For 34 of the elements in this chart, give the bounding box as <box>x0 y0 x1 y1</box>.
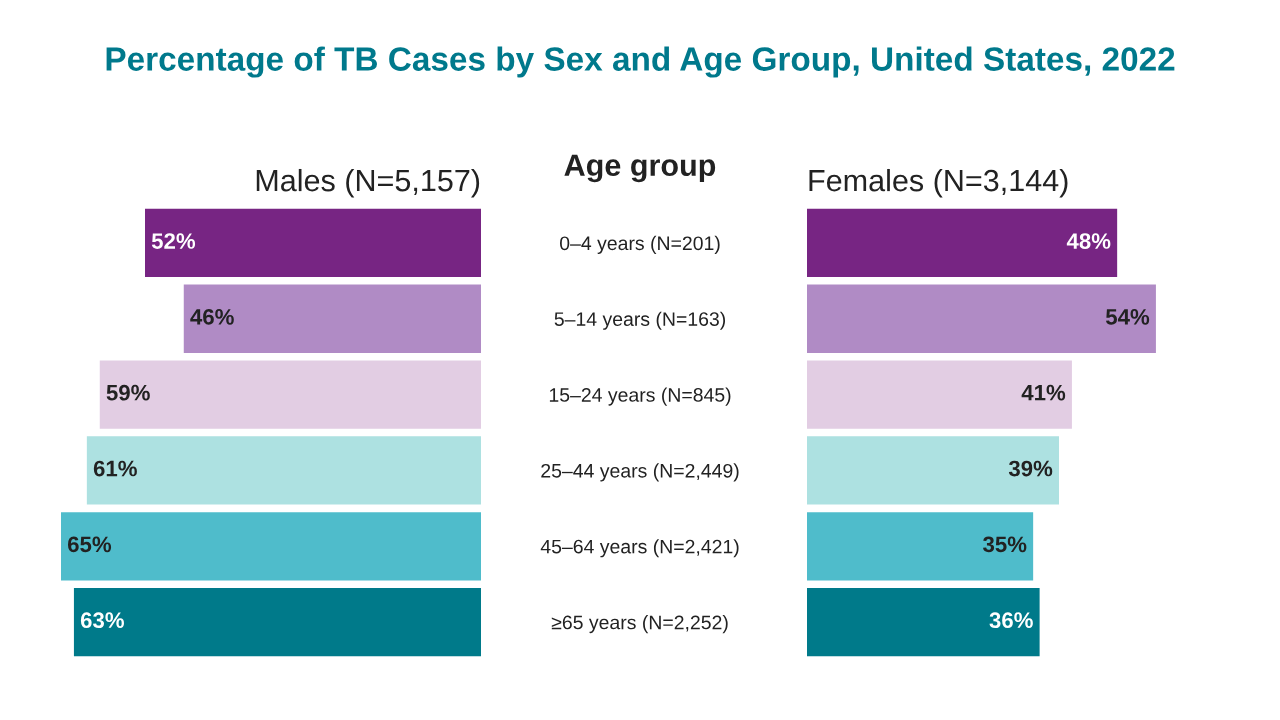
y-tick-label: 45–64 years (N=2,421) <box>540 539 739 558</box>
data-label: 48% <box>1066 233 1111 249</box>
data-label: 59% <box>106 384 150 401</box>
chart-subtitle: Females (N=3,144) <box>809 168 1068 198</box>
y-tick-label: ≥65 years (N=2,252) <box>551 615 728 634</box>
bar <box>807 284 1156 353</box>
bar <box>807 587 1040 657</box>
data-label: 52% <box>151 233 196 249</box>
data-label: 65% <box>67 536 112 553</box>
y-tick-label: 0–4 years (N=201) <box>560 235 720 254</box>
bar <box>99 360 481 429</box>
bar <box>145 208 481 278</box>
bar <box>807 208 1118 278</box>
y-axis-title: Age group <box>564 154 716 183</box>
data-label: 36% <box>989 612 1033 629</box>
chart-subtitle: Males (N=5,157) <box>256 168 480 198</box>
bar <box>807 436 1059 505</box>
bar <box>807 360 1072 429</box>
data-label: 41% <box>1021 384 1066 401</box>
text: Percentage of TB Cases by Sex and Age Group, United States, 2022 <box>106 46 1175 78</box>
data-label: 39% <box>1008 460 1053 477</box>
bar <box>86 436 481 505</box>
bar <box>183 284 481 353</box>
bar <box>807 512 1034 581</box>
bar <box>61 512 481 581</box>
data-label: 61% <box>93 460 137 477</box>
y-tick-label: 15–24 years (N=845) <box>549 387 731 406</box>
data-label: 54% <box>1105 309 1150 325</box>
y-tick-label: 5–14 years (N=163) <box>554 311 726 330</box>
data-label: 63% <box>80 612 124 629</box>
data-label: 46% <box>190 308 234 325</box>
y-tick-label: 25–44 years (N=2,449) <box>541 463 739 482</box>
bar <box>73 587 481 657</box>
data-label: 35% <box>983 536 1027 553</box>
